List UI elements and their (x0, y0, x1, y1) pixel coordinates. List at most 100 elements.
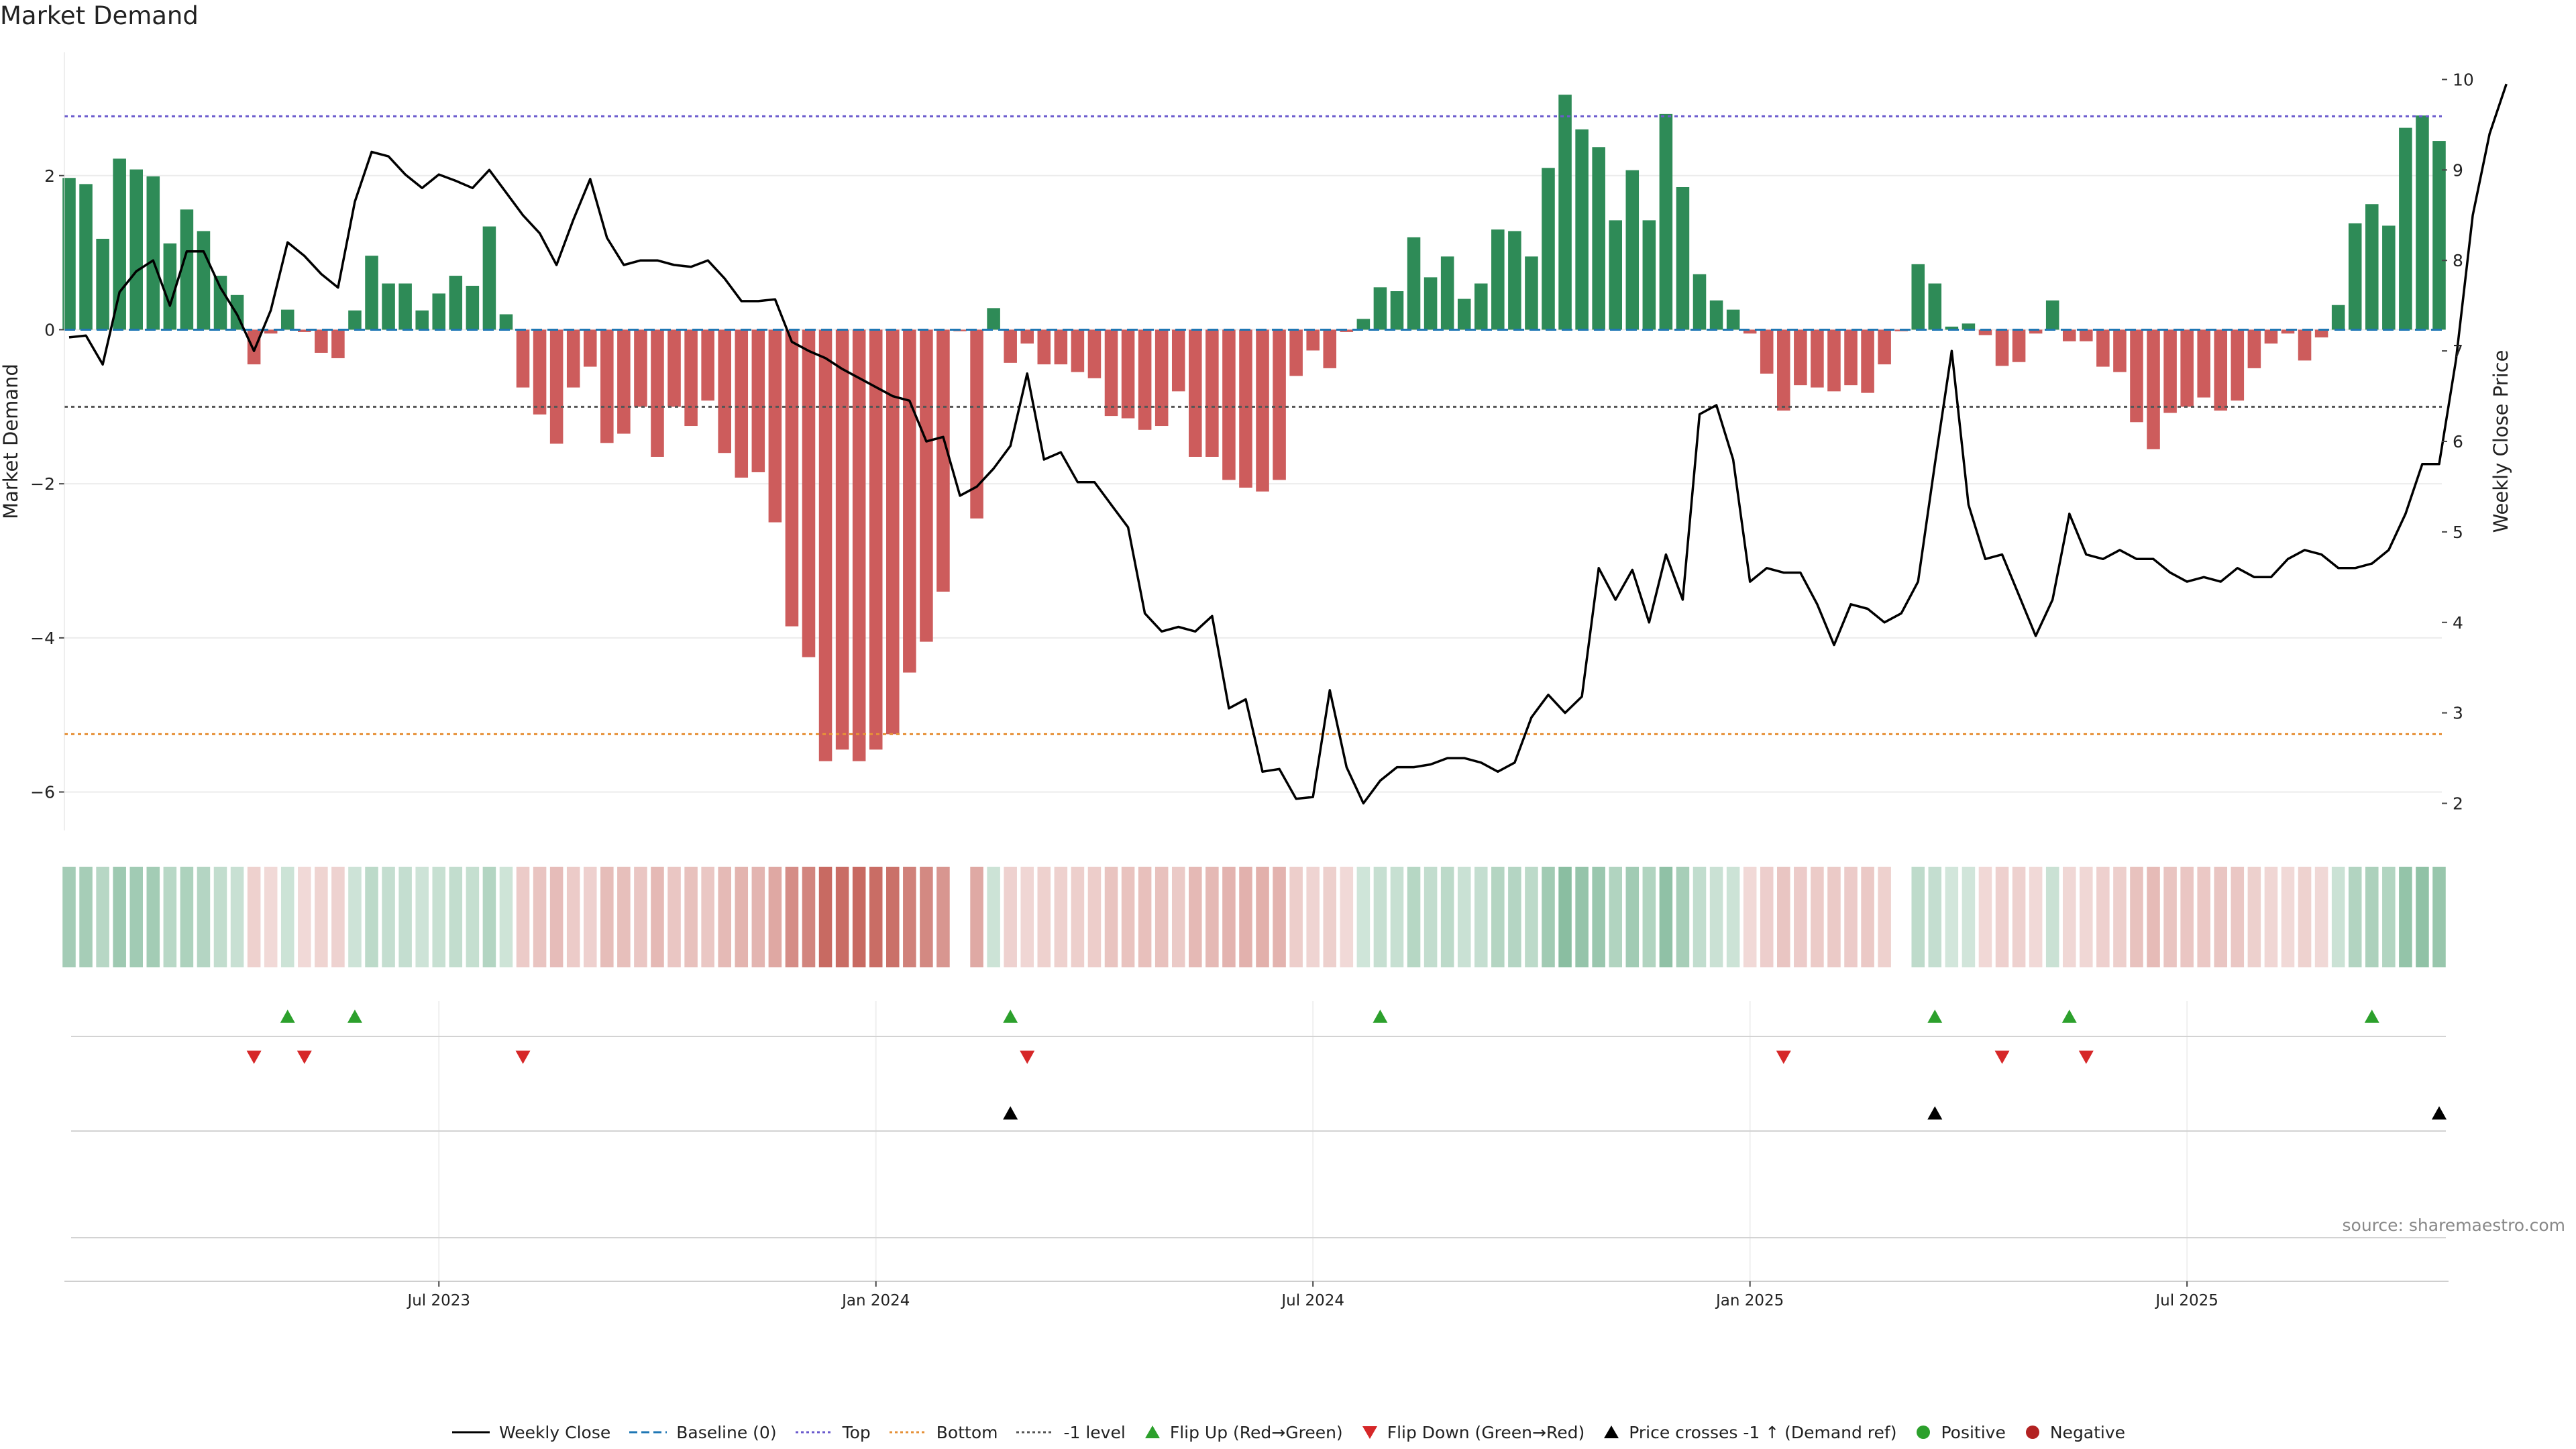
demand-bar (1121, 329, 1135, 419)
demand-bar (365, 256, 378, 330)
heat-strip-cell (920, 867, 933, 967)
heat-strip-cell (886, 867, 900, 967)
heat-strip-cell (1995, 867, 2009, 967)
heat-strip-cell (2096, 867, 2110, 967)
demand-bar (96, 238, 109, 330)
heat-strip-cell (1811, 867, 1824, 967)
heat-strip-cell (802, 867, 816, 967)
heat-strip-cell (2012, 867, 2026, 967)
heat-strip-cell (2314, 867, 2328, 967)
heat-strip-cell (398, 867, 412, 967)
flip-down-marker (297, 1051, 312, 1064)
demand-bar (298, 329, 311, 332)
demand-bar (1071, 329, 1085, 372)
heat-strip-cell (600, 867, 614, 967)
legend-swatch (2025, 1426, 2039, 1439)
heat-strip-cell (1239, 867, 1252, 967)
heat-strip-cell (1542, 867, 1555, 967)
heat-strip-cell (1222, 867, 1236, 967)
heat-strip-cell (79, 867, 93, 967)
demand-bar (197, 231, 211, 330)
y2-tick-label: 8 (2453, 251, 2463, 270)
legend-item: Baseline (0) (628, 1422, 777, 1442)
heat-strip-cell (2214, 867, 2228, 967)
heat-strip-cell (499, 867, 513, 967)
demand-bar (1054, 329, 1068, 365)
heat-strip-cell (1861, 867, 1874, 967)
heat-strip-cell (2247, 867, 2261, 967)
heat-strip-cell (651, 867, 664, 967)
x-tick-label: Jan 2025 (1715, 1292, 1784, 1309)
heat-strip-cell (1306, 867, 1320, 967)
heat-strip-cell (365, 867, 378, 967)
flip-down-marker (246, 1051, 262, 1064)
heat-strip-cell (701, 867, 714, 967)
demand-bar (2096, 329, 2110, 367)
demand-bar (1256, 329, 1269, 492)
legend-swatch (795, 1431, 833, 1434)
legend-swatch (1917, 1426, 1931, 1439)
legend-item: Flip Down (Green→Red) (1360, 1423, 1585, 1442)
heat-strip-cell (1575, 867, 1589, 967)
flip-up-marker (2364, 1010, 2379, 1023)
legend-swatch (889, 1431, 927, 1434)
demand-bar (1356, 319, 1371, 330)
flip-down-marker (1020, 1051, 1035, 1064)
y-tick-label: 2 (44, 166, 55, 186)
demand-bar (163, 243, 177, 330)
heat-strip-cell (1004, 867, 1017, 967)
demand-bar (987, 308, 1000, 330)
y-tick-label: −6 (30, 783, 55, 802)
demand-bar (835, 329, 849, 750)
demand-bar (2214, 329, 2228, 411)
y2-tick-label: 2 (2453, 794, 2463, 814)
heat-strip-cell (1138, 867, 1152, 967)
y2-tick-label: 4 (2453, 613, 2463, 633)
heat-strip-cell (1189, 867, 1202, 967)
heat-strip-cell (566, 867, 580, 967)
demand-bar (449, 276, 463, 330)
heat-strip-cell (1878, 867, 1891, 967)
heat-strip-cell (2264, 867, 2278, 967)
heat-strip-cell (1340, 867, 1354, 967)
demand-bar (735, 329, 749, 478)
heat-strip-cell (684, 867, 698, 967)
legend-item: Bottom (888, 1423, 998, 1442)
legend-label: Positive (1941, 1422, 2006, 1442)
heat-strip-cell (1592, 867, 1605, 967)
heat-strip-cell (2416, 867, 2429, 967)
heat-strip-cell (1256, 867, 1269, 967)
demand-bar (280, 309, 294, 330)
heat-strip-cell (1356, 867, 1371, 967)
y-axis-label: Market Demand (0, 364, 22, 519)
legend-label: Weekly Close (498, 1422, 611, 1442)
demand-bar (1777, 329, 1790, 411)
heat-strip-cell (449, 867, 463, 967)
flip-up-marker (280, 1010, 295, 1023)
heat-strip-cell (987, 867, 1000, 967)
demand-bar (2247, 329, 2261, 368)
demand-bar (1945, 326, 1959, 330)
heat-strip-cell (1609, 867, 1622, 967)
demand-bar (701, 329, 714, 401)
demand-bar (684, 329, 698, 427)
flip-down-marker (2078, 1051, 2094, 1064)
legend-swatch (1016, 1431, 1055, 1434)
heat-strip-cell (163, 867, 177, 967)
x-tick-label: Jul 2025 (2154, 1292, 2218, 1309)
heat-strip-cell (533, 867, 547, 967)
demand-bar (1457, 299, 1471, 330)
demand-bar (1306, 329, 1320, 351)
demand-bar (549, 329, 564, 444)
demand-bar (1373, 287, 1387, 330)
legend-swatch (1604, 1426, 1619, 1438)
demand-bar (2382, 225, 2396, 330)
demand-bar (1020, 329, 1034, 344)
demand-bar (146, 176, 160, 330)
demand-bar (1407, 237, 1421, 330)
demand-bar (1239, 329, 1252, 488)
demand-bar (533, 329, 547, 415)
legend-label: Baseline (0) (676, 1422, 777, 1442)
flip-up-marker (1373, 1010, 1388, 1023)
demand-bar (2163, 329, 2177, 413)
